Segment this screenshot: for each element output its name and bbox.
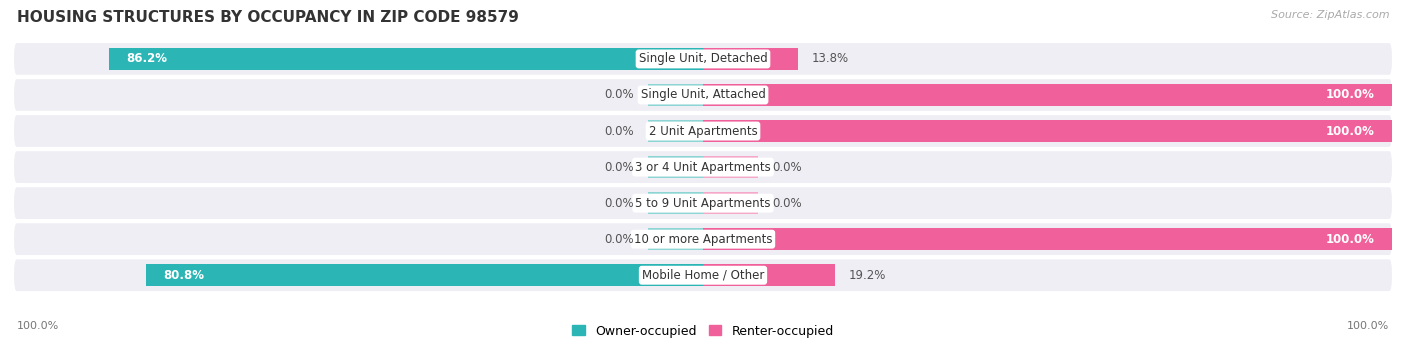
Text: 19.2%: 19.2% — [849, 269, 886, 282]
Text: 0.0%: 0.0% — [605, 197, 634, 210]
Legend: Owner-occupied, Renter-occupied: Owner-occupied, Renter-occupied — [568, 320, 838, 341]
Text: 0.0%: 0.0% — [772, 161, 801, 174]
Bar — [648, 228, 703, 250]
Text: 86.2%: 86.2% — [127, 53, 167, 65]
FancyBboxPatch shape — [14, 151, 1392, 183]
FancyBboxPatch shape — [14, 187, 1392, 219]
Text: 100.0%: 100.0% — [1326, 233, 1375, 246]
Text: 3 or 4 Unit Apartments: 3 or 4 Unit Apartments — [636, 161, 770, 174]
Text: 80.8%: 80.8% — [163, 269, 204, 282]
Text: HOUSING STRUCTURES BY OCCUPANCY IN ZIP CODE 98579: HOUSING STRUCTURES BY OCCUPANCY IN ZIP C… — [17, 10, 519, 25]
Bar — [703, 48, 799, 70]
Text: Source: ZipAtlas.com: Source: ZipAtlas.com — [1271, 10, 1389, 20]
Text: 0.0%: 0.0% — [605, 161, 634, 174]
Text: 0.0%: 0.0% — [605, 89, 634, 102]
Bar — [703, 120, 1392, 142]
FancyBboxPatch shape — [14, 115, 1392, 147]
Bar — [648, 156, 703, 178]
Text: 100.0%: 100.0% — [17, 321, 59, 331]
Bar — [703, 192, 758, 214]
Bar — [648, 192, 703, 214]
Bar — [146, 264, 703, 286]
FancyBboxPatch shape — [14, 223, 1392, 255]
Bar — [703, 228, 1392, 250]
Text: 0.0%: 0.0% — [605, 124, 634, 137]
Text: Single Unit, Attached: Single Unit, Attached — [641, 89, 765, 102]
FancyBboxPatch shape — [14, 79, 1392, 111]
FancyBboxPatch shape — [14, 43, 1392, 75]
Text: 5 to 9 Unit Apartments: 5 to 9 Unit Apartments — [636, 197, 770, 210]
Bar — [110, 48, 703, 70]
Text: 10 or more Apartments: 10 or more Apartments — [634, 233, 772, 246]
Bar — [703, 84, 1392, 106]
FancyBboxPatch shape — [14, 260, 1392, 291]
Text: Single Unit, Detached: Single Unit, Detached — [638, 53, 768, 65]
Bar — [703, 264, 835, 286]
Text: 100.0%: 100.0% — [1347, 321, 1389, 331]
Text: 13.8%: 13.8% — [811, 53, 849, 65]
Bar — [648, 120, 703, 142]
Text: Mobile Home / Other: Mobile Home / Other — [641, 269, 765, 282]
Text: 0.0%: 0.0% — [605, 233, 634, 246]
Text: 2 Unit Apartments: 2 Unit Apartments — [648, 124, 758, 137]
Bar — [648, 84, 703, 106]
Text: 0.0%: 0.0% — [772, 197, 801, 210]
Bar — [703, 156, 758, 178]
Text: 100.0%: 100.0% — [1326, 89, 1375, 102]
Text: 100.0%: 100.0% — [1326, 124, 1375, 137]
